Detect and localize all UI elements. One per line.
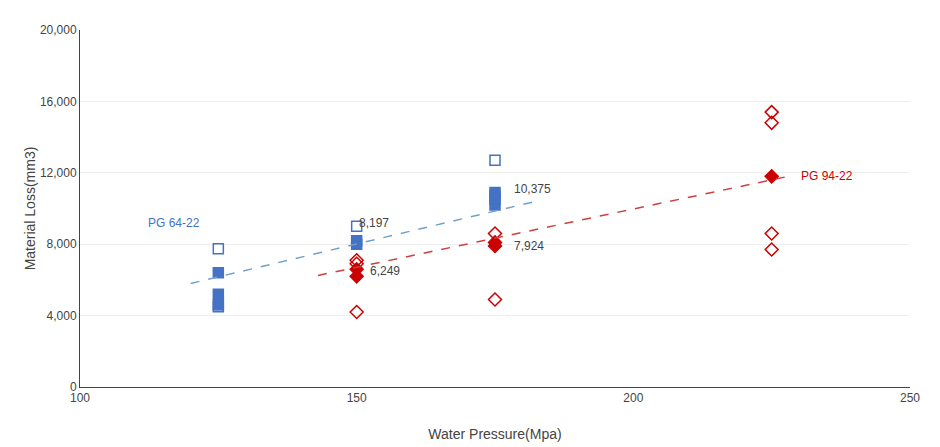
svg-text:8,197: 8,197: [359, 216, 389, 230]
svg-text:200: 200: [623, 391, 643, 405]
svg-text:12,000: 12,000: [40, 166, 77, 180]
svg-text:4,000: 4,000: [47, 309, 77, 323]
svg-text:0: 0: [70, 380, 77, 394]
svg-text:16,000: 16,000: [40, 95, 77, 109]
svg-text:6,249: 6,249: [370, 264, 400, 278]
svg-text:Water Pressure(Mpa): Water Pressure(Mpa): [428, 426, 561, 442]
svg-text:250: 250: [900, 391, 920, 405]
svg-text:10,375: 10,375: [514, 182, 551, 196]
svg-text:8,000: 8,000: [47, 237, 77, 251]
svg-text:100: 100: [70, 391, 90, 405]
svg-text:Material Loss(mm3): Material Loss(mm3): [22, 147, 38, 271]
svg-text:PG 94-22: PG 94-22: [801, 169, 853, 183]
svg-text:PG 64-22: PG 64-22: [148, 216, 200, 230]
svg-text:150: 150: [347, 391, 367, 405]
svg-text:20,000: 20,000: [40, 23, 77, 37]
svg-text:7,924: 7,924: [514, 239, 544, 253]
